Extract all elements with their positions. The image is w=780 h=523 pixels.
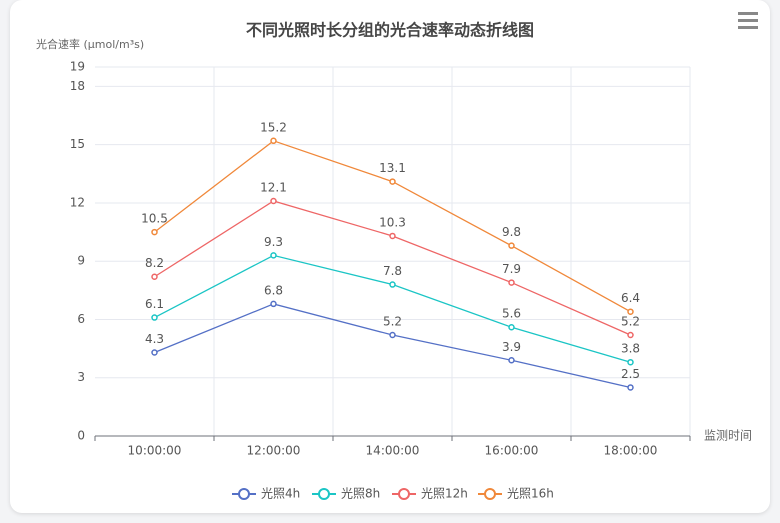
data-label: 2.5 — [621, 367, 640, 381]
data-label: 6.4 — [621, 291, 640, 305]
data-point — [151, 349, 158, 356]
legend-marker — [318, 488, 330, 500]
data-label: 8.2 — [145, 256, 164, 270]
data-label: 6.1 — [145, 297, 164, 311]
data-point — [508, 242, 515, 249]
x-axis-title: 监测时间 — [704, 429, 752, 443]
data-label: 7.9 — [502, 262, 521, 276]
data-point — [508, 357, 515, 364]
data-point — [508, 279, 515, 286]
data-label: 10.5 — [141, 212, 168, 226]
data-label: 13.1 — [379, 161, 406, 175]
data-point — [270, 300, 277, 308]
y-tick-label: 15 — [70, 137, 85, 151]
data-point — [151, 228, 158, 236]
legend-label: 光照8h — [341, 487, 380, 501]
legend-marker — [398, 488, 410, 500]
legend-label: 光照4h — [261, 487, 300, 501]
data-point — [389, 281, 396, 288]
data-point — [389, 178, 396, 185]
legend-marker — [484, 488, 496, 500]
data-label: 5.2 — [383, 315, 402, 329]
data-point — [508, 323, 515, 331]
data-label: 3.8 — [621, 342, 640, 356]
data-label: 15.2 — [260, 120, 287, 134]
legend-label: 光照12h — [421, 487, 468, 501]
y-axis-title: 光合速率 (μmol/m³s) — [36, 37, 144, 51]
x-tick-label: 16:00:00 — [485, 444, 539, 458]
y-tick-label: 18 — [70, 79, 85, 93]
data-label: 5.2 — [621, 315, 640, 329]
y-tick-label: 0 — [77, 429, 85, 443]
legend-marker — [238, 488, 250, 500]
data-point — [389, 331, 396, 339]
data-point — [627, 308, 634, 315]
y-tick-label: 3 — [77, 370, 85, 384]
y-tick-label: 6 — [77, 312, 85, 326]
data-point — [270, 137, 277, 145]
legend-label: 光照16h — [507, 487, 554, 501]
data-label: 7.8 — [383, 264, 402, 278]
data-point — [151, 273, 158, 280]
data-point — [389, 232, 396, 240]
x-tick-label: 10:00:00 — [128, 444, 182, 458]
menu-icon[interactable] — [738, 12, 758, 29]
data-label: 10.3 — [379, 215, 406, 229]
data-label: 5.6 — [502, 307, 521, 321]
x-tick-label: 14:00:00 — [366, 444, 420, 458]
y-tick-label: 9 — [77, 254, 85, 268]
y-tick-label: 12 — [70, 195, 85, 209]
data-point — [627, 358, 634, 366]
x-tick-label: 18:00:00 — [604, 444, 658, 458]
data-point — [270, 197, 277, 205]
chart-title: 不同光照时长分组的光合速率动态折线图 — [246, 21, 534, 40]
data-point — [270, 252, 277, 259]
data-label: 9.8 — [502, 225, 521, 239]
data-label: 3.9 — [502, 340, 521, 354]
data-label: 12.1 — [260, 181, 287, 195]
data-label: 9.3 — [264, 235, 283, 249]
card — [10, 0, 770, 513]
data-point — [151, 314, 158, 321]
data-label: 6.8 — [264, 283, 283, 297]
y-tick-label: 19 — [70, 60, 85, 74]
data-point — [627, 384, 634, 391]
data-label: 4.3 — [145, 332, 164, 346]
x-tick-label: 12:00:00 — [247, 444, 301, 458]
data-point — [627, 331, 634, 339]
